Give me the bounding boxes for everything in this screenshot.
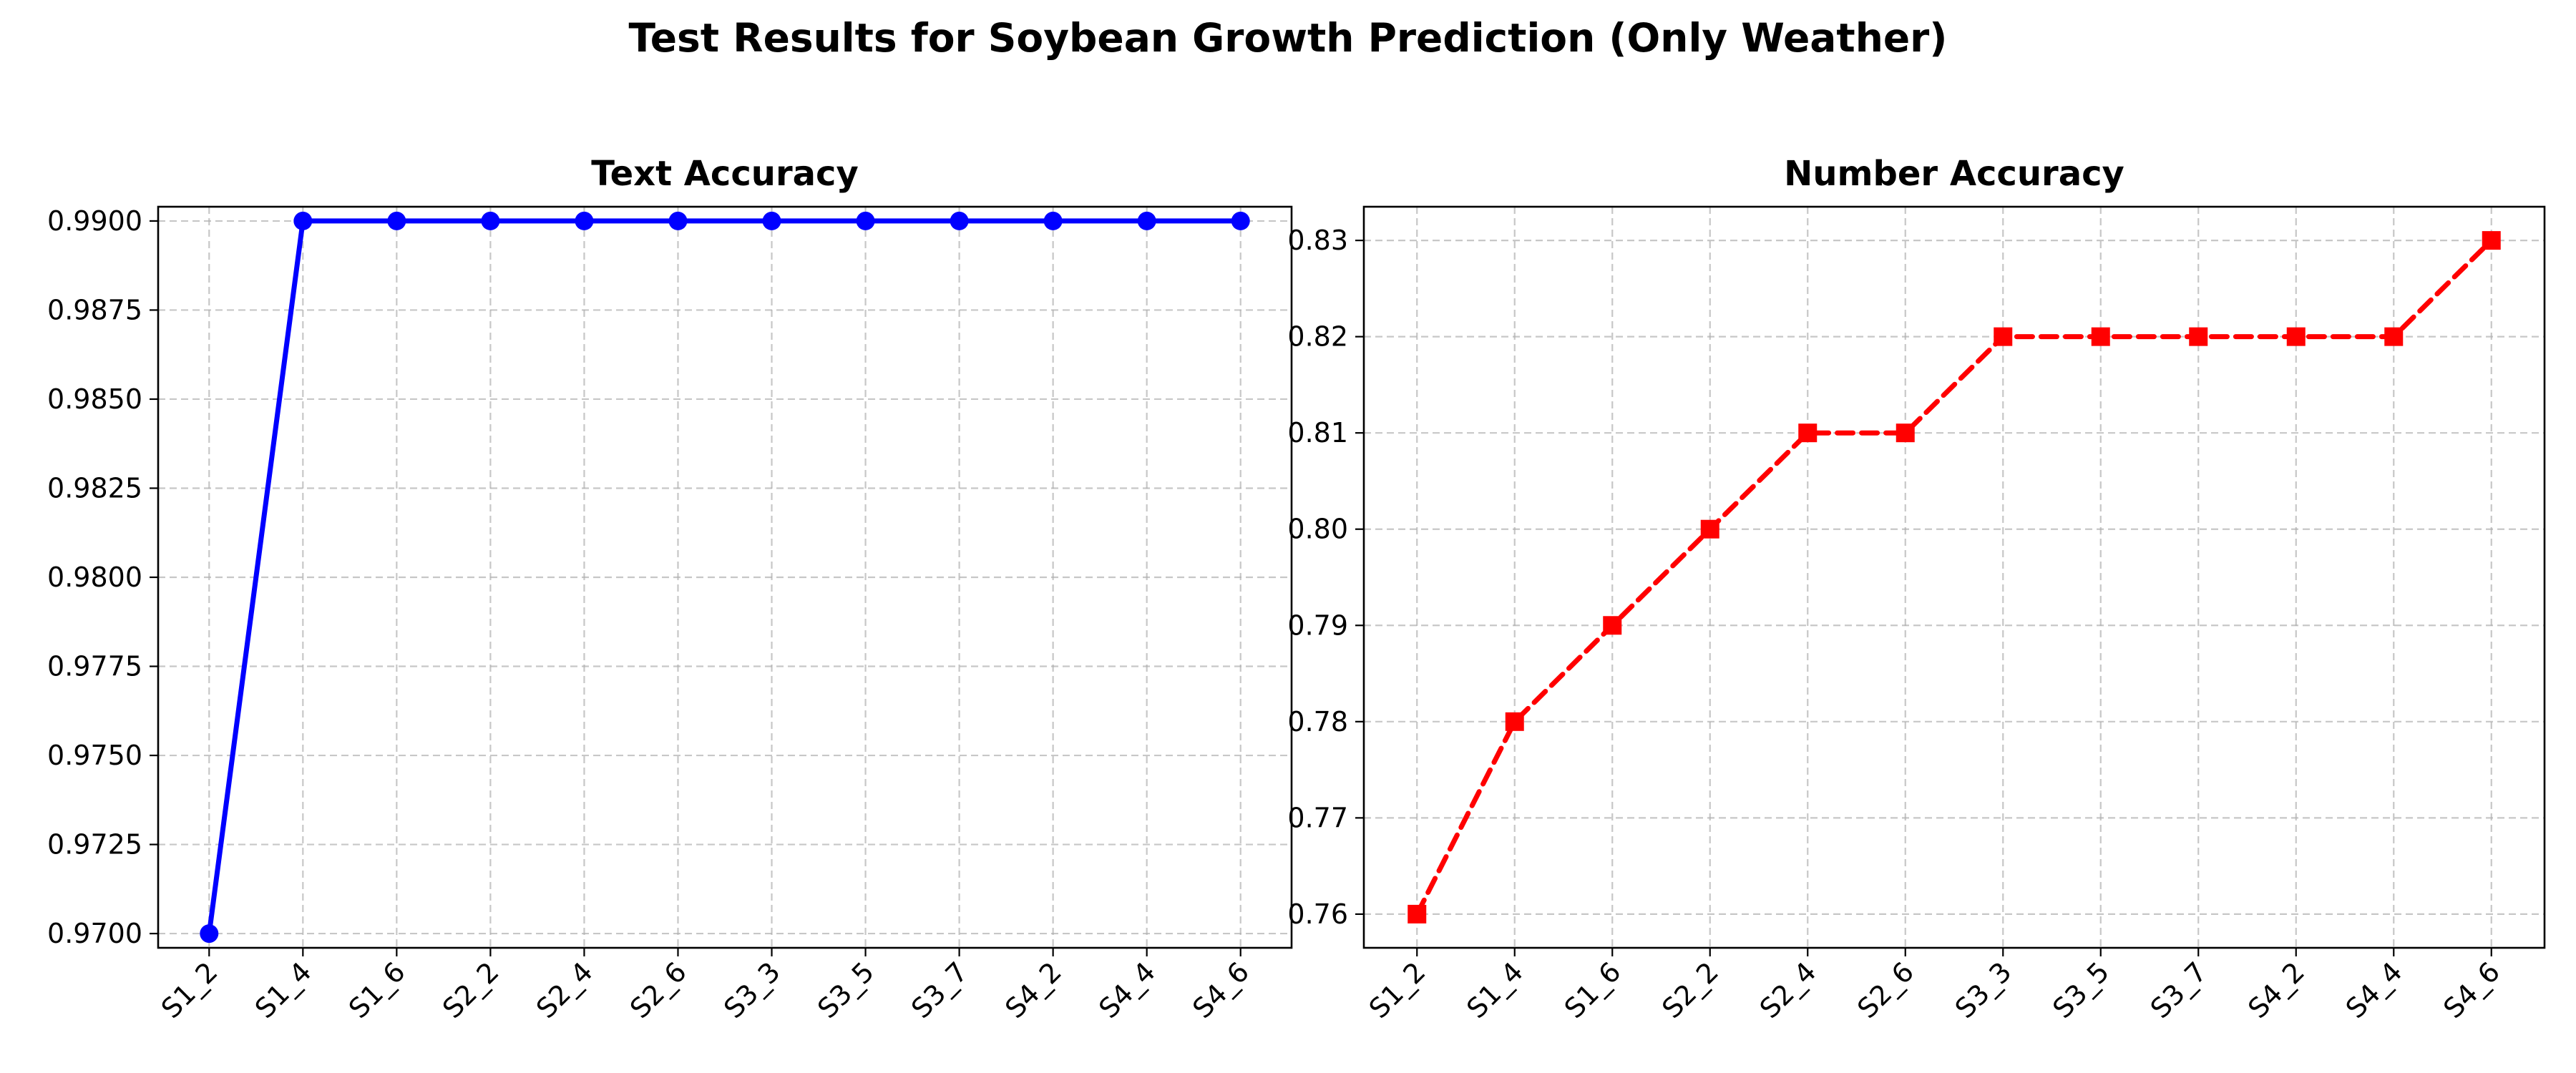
- number-accuracy-data-point: [1700, 519, 1719, 539]
- number-accuracy-ytick-label: 0.78: [1287, 706, 1348, 738]
- number-accuracy-data-point: [1896, 423, 1915, 443]
- number-accuracy-xtick-label: S3_5: [2046, 956, 2115, 1024]
- text-accuracy-data-point: [1231, 211, 1250, 230]
- text-accuracy-xtick-label: S2_4: [530, 956, 599, 1024]
- number-accuracy-data-point: [2189, 327, 2208, 346]
- number-accuracy-xtick-label: S1_6: [1558, 956, 1627, 1024]
- number-accuracy-xtick-label: S2_4: [1754, 956, 1823, 1024]
- text-accuracy-xtick-label: S3_3: [718, 956, 786, 1024]
- text-accuracy-xtick-label: S4_6: [1186, 956, 1255, 1024]
- text-accuracy-ytick-label: 0.9825: [47, 472, 142, 504]
- number-accuracy-xtick-label: S3_3: [1949, 956, 2018, 1024]
- text-accuracy-series-line: [206, 218, 1244, 936]
- text-accuracy-xtick-label: S1_4: [249, 956, 318, 1024]
- number-accuracy-xtick-label: S4_4: [2340, 956, 2409, 1024]
- number-accuracy-xtick-label: S4_2: [2242, 956, 2311, 1024]
- text-accuracy-axes-frame: [157, 205, 1293, 949]
- text-accuracy-title: Text Accuracy: [591, 154, 859, 194]
- number-accuracy-data-point: [2286, 327, 2306, 346]
- text-accuracy-data-point: [762, 211, 781, 230]
- number-accuracy-data-point: [2384, 327, 2404, 346]
- text-accuracy-data-point: [200, 924, 219, 944]
- text-accuracy-data-point: [950, 211, 969, 230]
- number-accuracy-xtick-label: S2_2: [1656, 956, 1724, 1024]
- number-accuracy-data-point: [1407, 904, 1427, 923]
- number-accuracy-ytick-label: 0.76: [1287, 898, 1348, 930]
- number-accuracy-panel: Number Accuracy 0.76 0.77 0.78 0.79 0.80 0.81 0…: [1287, 154, 2546, 1024]
- text-accuracy-xtick-label: S3_7: [905, 956, 974, 1024]
- text-accuracy-ytick-label: 0.9750: [47, 740, 142, 771]
- text-accuracy-data-point: [575, 211, 594, 230]
- number-accuracy-xtick-label: S2_6: [1851, 956, 1920, 1024]
- text-accuracy-ytick-label: 0.9775: [47, 651, 142, 682]
- text-accuracy-panel: Text Accuracy 0.9700 0.9725 0.9750 0.9775 0.9…: [47, 154, 1293, 1024]
- text-accuracy-xtick-label: S1_2: [155, 956, 224, 1024]
- text-accuracy-ytick-label: 0.9700: [47, 918, 142, 949]
- text-accuracy-ytick-label: 0.9900: [47, 205, 142, 237]
- number-accuracy-xtick-label: S4_6: [2437, 956, 2506, 1024]
- text-accuracy-data-point: [1137, 211, 1156, 230]
- text-accuracy-ytick-label: 0.9875: [47, 294, 142, 325]
- text-accuracy-xtick-label: S2_2: [436, 956, 505, 1024]
- number-accuracy-data-point: [2091, 327, 2110, 346]
- number-accuracy-series-line: [1414, 237, 2494, 917]
- number-accuracy-ytick-label: 0.79: [1287, 609, 1348, 641]
- number-accuracy-data-point: [1505, 712, 1524, 731]
- text-accuracy-data-point: [856, 211, 875, 230]
- text-accuracy-xtick-label: S4_2: [999, 956, 1068, 1024]
- text-accuracy-xtick-label: S1_6: [343, 956, 411, 1024]
- number-accuracy-data-point: [1994, 327, 2013, 346]
- number-accuracy-xtick-label: S1_2: [1363, 956, 1432, 1024]
- number-accuracy-ytick-label: 0.83: [1287, 225, 1348, 256]
- number-accuracy-ytick-label: 0.80: [1287, 514, 1348, 545]
- text-accuracy-data-point: [293, 211, 313, 230]
- number-accuracy-xtick-label: S3_7: [2145, 956, 2213, 1024]
- number-accuracy-title: Number Accuracy: [1784, 154, 2124, 194]
- number-accuracy-data-point: [2482, 231, 2501, 250]
- text-accuracy-xtick-label: S4_4: [1093, 956, 1161, 1024]
- text-accuracy-ytick-label: 0.9725: [47, 829, 142, 861]
- number-accuracy-ytick-label: 0.77: [1287, 802, 1348, 833]
- number-accuracy-data-point: [1603, 616, 1622, 635]
- figure-suptitle: Test Results for Soybean Growth Predicti…: [629, 15, 1948, 61]
- number-accuracy-ytick-label: 0.81: [1287, 417, 1348, 449]
- number-accuracy-xtick-label: S1_4: [1460, 956, 1529, 1024]
- text-accuracy-data-point: [668, 211, 688, 230]
- text-accuracy-ytick-label: 0.9800: [47, 562, 142, 593]
- text-accuracy-data-point: [387, 211, 406, 230]
- text-accuracy-data-point: [481, 211, 500, 230]
- number-accuracy-data-point: [1798, 423, 1818, 443]
- number-accuracy-ytick-label: 0.82: [1287, 321, 1348, 353]
- text-accuracy-ytick-label: 0.9850: [47, 383, 142, 415]
- number-accuracy-axes-frame: [1362, 205, 2546, 949]
- text-accuracy-data-point: [1043, 211, 1063, 230]
- text-accuracy-xtick-label: S3_5: [811, 956, 880, 1024]
- text-accuracy-xtick-label: S2_6: [624, 956, 693, 1024]
